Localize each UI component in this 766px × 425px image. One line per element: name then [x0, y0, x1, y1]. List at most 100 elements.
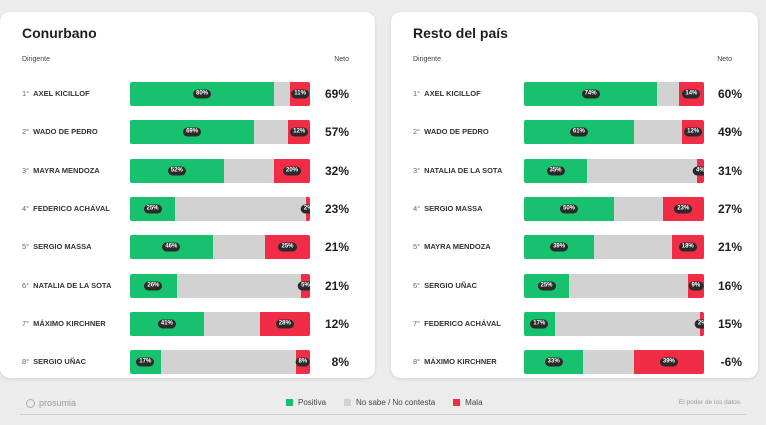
leader-name: WADO DE PEDRO [424, 127, 489, 137]
row-label: 5° MAYRA MENDOZA [413, 235, 491, 259]
net-value: 49% [717, 125, 742, 140]
row-label: 1° AXEL KICILLOF [413, 82, 481, 106]
leader-name: MAYRA MENDOZA [424, 242, 491, 252]
net-value: 23% [324, 201, 349, 216]
data-label: 80% [192, 89, 212, 99]
bar-ns-nc [594, 235, 672, 260]
legend-label: Mala [465, 398, 483, 407]
net-value: 21% [717, 240, 742, 255]
bar-ns-nc [587, 158, 697, 183]
bar-mala: 5% [298, 273, 310, 298]
data-label: 46% [162, 242, 181, 252]
data-label: 28% [275, 319, 294, 329]
chart-row: 8° SERGIO UÑAC 17% 8% 8% [0, 350, 375, 375]
chart-row: 2° WADO DE PEDRO 61% 12% 49% [391, 120, 758, 145]
bar-ns-nc [274, 82, 291, 106]
data-label: 26% [144, 281, 163, 290]
bar-mala: 28% [259, 311, 310, 336]
net-value: 31% [717, 163, 742, 178]
stacked-bar: 26% 5% [130, 273, 310, 298]
rank-label: 2° [413, 127, 421, 137]
net-value: 57% [324, 125, 349, 140]
rank-label: 5° [22, 242, 30, 252]
leader-name: AXEL KICILLOF [424, 89, 481, 98]
stacked-bar: 39% 18% [524, 235, 704, 260]
legend-label: No sabe / No contesta [356, 398, 436, 407]
bar-ns-nc [583, 350, 634, 375]
net-value: 27% [717, 201, 742, 216]
rank-label: 1° [413, 89, 421, 98]
bar-mala: 2% [694, 311, 704, 336]
net-value: 21% [324, 240, 349, 255]
chart-row: 7° MÁXIMO KIRCHNER 41% 28% 12% [0, 311, 375, 336]
row-label: 3° NATALIA DE LA SOTA [413, 159, 502, 183]
net-value: -6% [720, 355, 742, 370]
rank-label: 5° [413, 242, 421, 252]
net-value: 69% [324, 87, 349, 101]
chart-row: 1° AXEL KICILLOF 74% 14% 60% [391, 82, 758, 106]
bar-mala: 4% [693, 158, 704, 183]
leader-name: WADO DE PEDRO [33, 127, 98, 137]
row-label: 6° NATALIA DE LA SOTA [22, 274, 111, 298]
rank-label: 4° [413, 203, 421, 213]
bar-mala: 25% [264, 235, 310, 260]
panel-title: Conurbano [22, 25, 97, 41]
chart-row: 3° NATALIA DE LA SOTA 35% 4% 31% [391, 158, 758, 183]
bar-positiva: 46% [130, 235, 213, 260]
data-label: 33% [544, 357, 563, 367]
bar-mala: 14% [678, 82, 704, 106]
rank-label: 8° [413, 357, 421, 367]
rank-label: 7° [22, 318, 30, 328]
stacked-bar: 25% 9% [524, 273, 704, 298]
bar-mala: 12% [682, 120, 704, 145]
stacked-bar: 52% 20% [130, 158, 310, 183]
bar-ns-nc [614, 196, 663, 221]
data-label: 14% [682, 89, 701, 99]
legend-item-ns-nc: No sabe / No contesta [344, 398, 435, 407]
chart-row: 8° MÁXIMO KIRCHNER 33% 39% -6% [391, 350, 758, 375]
rank-label: 1° [22, 89, 30, 98]
stacked-bar: 50% 23% [524, 196, 704, 221]
legend-swatch [453, 399, 461, 406]
row-label: 3° MAYRA MENDOZA [22, 159, 100, 183]
data-label: 20% [282, 166, 301, 176]
net-value: 12% [324, 316, 349, 331]
net-value: 16% [717, 278, 742, 293]
chart-row: 5° SERGIO MASSA 46% 25% 21% [0, 235, 375, 260]
rank-label: 3° [413, 165, 421, 175]
leader-name: MÁXIMO KIRCHNER [424, 357, 497, 367]
bar-positiva: 41% [130, 311, 204, 336]
bar-mala: 39% [633, 350, 704, 375]
rank-label: 7° [413, 318, 421, 328]
bar-positiva: 61% [524, 120, 634, 145]
leader-name: NATALIA DE LA SOTA [33, 280, 112, 290]
net-value: 8% [331, 355, 349, 370]
bar-positiva: 50% [524, 196, 614, 221]
rank-label: 6° [22, 280, 30, 290]
bar-mala: 20% [273, 158, 310, 183]
chart-row: 6° NATALIA DE LA SOTA 26% 5% 21% [0, 273, 375, 298]
stacked-bar: 41% 28% [130, 311, 310, 336]
data-label: 25% [143, 204, 162, 214]
leader-name: NATALIA DE LA SOTA [424, 165, 503, 175]
rank-label: 4° [22, 203, 30, 213]
rank-label: 2° [22, 127, 30, 137]
rank-label: 8° [22, 357, 30, 367]
bar-positiva: 26% [130, 273, 177, 298]
leader-name: SERGIO UÑAC [33, 357, 87, 367]
bar-mala: 9% [687, 273, 704, 298]
data-label: 69% [183, 127, 202, 137]
chart-row: 5° MAYRA MENDOZA 39% 18% 21% [391, 235, 758, 260]
data-label: 25% [537, 281, 556, 290]
bar-mala: 12% [288, 120, 310, 145]
bar-mala: 23% [662, 196, 704, 221]
data-label: 74% [581, 89, 600, 99]
bar-ns-nc [254, 120, 289, 145]
chart-row: 6° SERGIO UÑAC 25% 9% 16% [391, 273, 758, 298]
data-label: 39% [659, 357, 678, 367]
bar-positiva: 17% [130, 350, 161, 375]
leader-name: MAYRA MENDOZA [33, 165, 100, 175]
bar-positiva: 35% [524, 158, 587, 183]
stacked-bar: 46% 25% [130, 235, 310, 260]
bar-ns-nc [160, 350, 296, 375]
